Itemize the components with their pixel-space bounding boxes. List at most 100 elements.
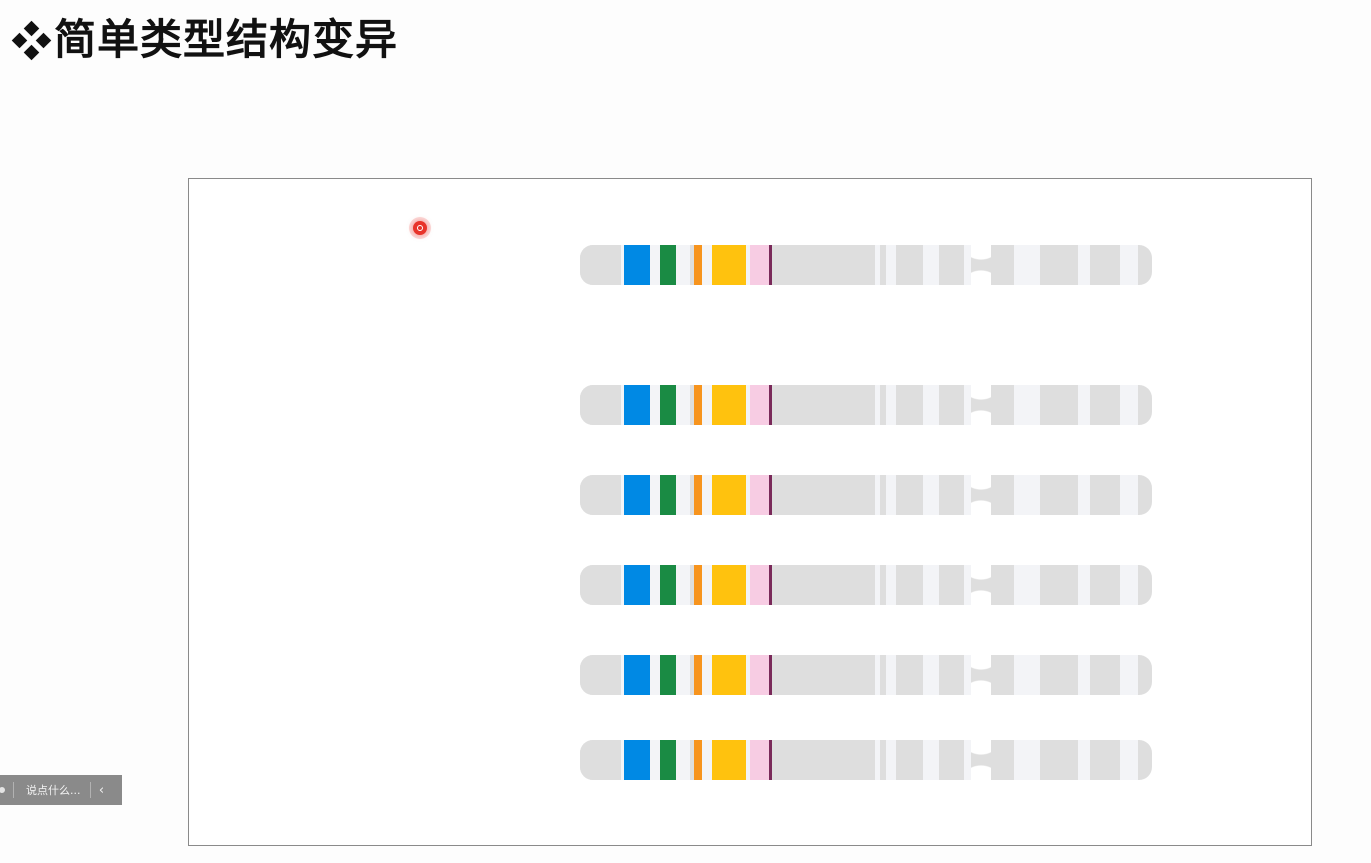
chromosome-band-light-gap — [875, 385, 880, 425]
chromosome-band-light-gap — [1014, 740, 1040, 780]
chromosome-band-yellow — [712, 245, 746, 285]
chromosome-band-light-gap — [1014, 245, 1040, 285]
chromosome-variant-3 — [580, 565, 1152, 605]
chromosome-band-light-gap — [1120, 245, 1138, 285]
chromosome-band-light-gap — [621, 245, 624, 285]
chromosome-band-light-gap — [746, 385, 750, 425]
chromosome-band-light-gap — [1014, 655, 1040, 695]
slide-title: 简单类型结构变异 — [54, 15, 399, 64]
chromosome-band-light-gap — [1120, 740, 1138, 780]
chromosome-band-light-gap — [1014, 475, 1040, 515]
chromosome-band-blue — [624, 475, 650, 515]
chromosome-band-green — [660, 475, 676, 515]
chromosome-band-light-gap — [923, 245, 939, 285]
chromosome-variant-5 — [580, 740, 1152, 780]
chromosome-band-green — [660, 565, 676, 605]
chromosome-band-light-gap — [702, 385, 712, 425]
chromosome-band-yellow — [712, 475, 746, 515]
chromosome-band-light-gap — [923, 740, 939, 780]
chromosome-band-light-gap — [702, 740, 712, 780]
chevron-left-icon[interactable]: ‹ — [98, 782, 105, 798]
centromere-constriction — [971, 385, 991, 425]
chromosome-band-chromosome-base — [580, 740, 621, 780]
chromosome-band-blue — [624, 655, 650, 695]
chromosome-band-chromosome-base — [580, 475, 621, 515]
chromosome-band-light-gap — [923, 385, 939, 425]
chromosome-band-orange — [694, 655, 702, 695]
chromosome-band-yellow — [712, 385, 746, 425]
chromosome-band-light-gap — [676, 245, 690, 285]
chromosome-band-light-gap — [1078, 245, 1090, 285]
chromosome-band-light-gap — [875, 475, 880, 515]
chromosome-band-pink — [750, 740, 771, 780]
chromosome-band-light-gap — [875, 565, 880, 605]
chromosome-band-yellow — [712, 655, 746, 695]
chromosome-band-purple — [769, 655, 772, 695]
chromosome-band-orange — [694, 385, 702, 425]
chromosome-band-light-gap — [923, 655, 939, 695]
chromosome-band-pink — [750, 385, 771, 425]
chromosome-band-light-gap — [702, 655, 712, 695]
chromosome-band-light-gap — [875, 245, 880, 285]
chromosome-band-light-gap — [1120, 475, 1138, 515]
chromosome-band-yellow — [712, 740, 746, 780]
centromere-constriction — [971, 245, 991, 285]
chromosome-band-light-gap — [964, 740, 971, 780]
chromosome-band-purple — [769, 385, 772, 425]
chromosome-variant-1 — [580, 385, 1152, 425]
centromere-constriction — [971, 655, 991, 695]
chromosome-band-light-gap — [650, 245, 660, 285]
comment-bar[interactable]: 说点什么... ‹ — [0, 775, 122, 805]
chromosome-band-light-gap — [875, 740, 880, 780]
chromosome-band-purple — [769, 245, 772, 285]
chromosome-band-light-gap — [886, 655, 896, 695]
chromosome-band-light-gap — [702, 245, 712, 285]
chromosome-band-light-gap — [964, 565, 971, 605]
chromosome-band-chromosome-base — [580, 385, 621, 425]
comment-bar-divider — [89, 782, 91, 798]
centromere-constriction — [971, 565, 991, 605]
comment-input[interactable]: 说点什么... — [26, 784, 81, 797]
chromosome-band-light-gap — [886, 385, 896, 425]
chromosome-band-light-gap — [1078, 475, 1090, 515]
chromosome-band-light-gap — [746, 740, 750, 780]
chromosome-band-light-gap — [964, 655, 971, 695]
chromosome-band-light-gap — [1120, 385, 1138, 425]
chromosome-band-light-gap — [1014, 385, 1040, 425]
chromosome-band-light-gap — [650, 655, 660, 695]
chromosome-band-light-gap — [923, 475, 939, 515]
chromosome-band-chromosome-base — [580, 565, 621, 605]
chromosome-band-blue — [624, 245, 650, 285]
chromosome-band-orange — [694, 245, 702, 285]
comment-status-icon — [0, 787, 5, 793]
chromosome-band-purple — [769, 565, 772, 605]
chromosome-band-light-gap — [650, 565, 660, 605]
chromosome-band-purple — [769, 475, 772, 515]
chromosome-band-chromosome-base — [580, 655, 621, 695]
diamond-bullet-icon — [11, 20, 52, 61]
centromere-constriction — [971, 740, 991, 780]
chromosome-band-light-gap — [964, 475, 971, 515]
chromosome-band-chromosome-base — [580, 245, 621, 285]
chromosome-band-green — [660, 655, 676, 695]
chromosome-band-orange — [694, 475, 702, 515]
centromere-constriction — [971, 475, 991, 515]
chromosome-band-light-gap — [1078, 655, 1090, 695]
laser-pointer-dot — [413, 221, 427, 235]
chromosome-band-purple — [769, 740, 772, 780]
chromosome-band-light-gap — [621, 475, 624, 515]
slide-title-bar: 简单类型结构变异 — [11, 14, 399, 66]
chromosome-band-light-gap — [875, 655, 880, 695]
chromosome-band-light-gap — [1120, 565, 1138, 605]
chromosome-band-light-gap — [746, 475, 750, 515]
chromosome-band-orange — [694, 565, 702, 605]
chromosome-band-light-gap — [650, 475, 660, 515]
chromosome-band-blue — [624, 740, 650, 780]
chromosome-band-blue — [624, 385, 650, 425]
chromosome-band-light-gap — [1078, 740, 1090, 780]
chromosome-band-orange — [694, 740, 702, 780]
chromosome-band-light-gap — [1078, 565, 1090, 605]
chromosome-band-light-gap — [621, 655, 624, 695]
chromosome-band-light-gap — [746, 565, 750, 605]
chromosome-band-pink — [750, 655, 771, 695]
